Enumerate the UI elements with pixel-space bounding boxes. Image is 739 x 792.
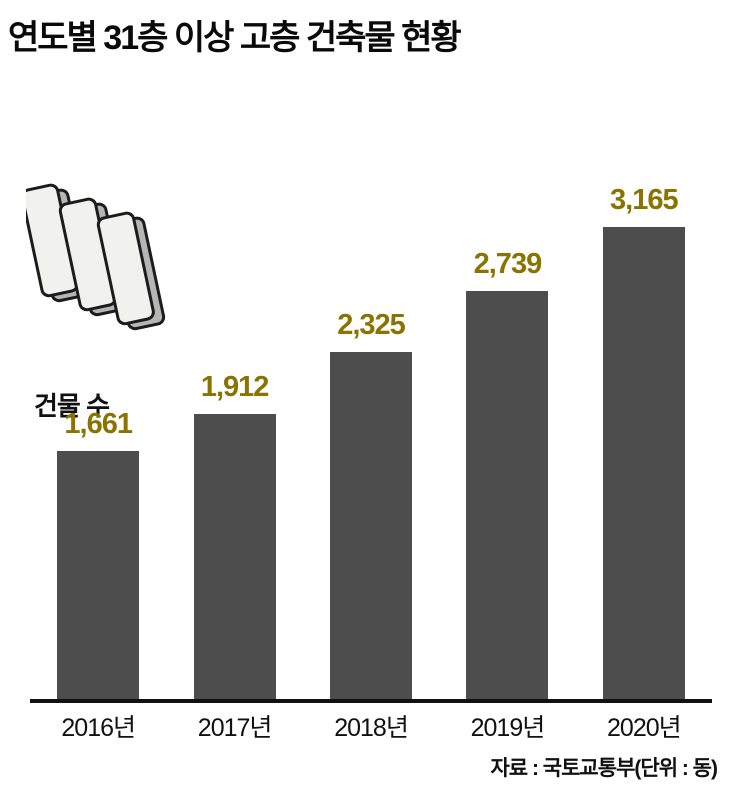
bar <box>57 451 140 699</box>
bar-chart: 1,661 1,912 2,325 2,739 3,165 <box>30 184 712 703</box>
bar-column: 1,912 <box>166 371 302 699</box>
bar <box>466 291 549 699</box>
x-axis-label: 2017년 <box>197 714 273 742</box>
x-axis-label: 2016년 <box>61 714 136 742</box>
buildings-icon <box>26 183 166 331</box>
bar <box>193 414 276 699</box>
bar-column: 2,325 <box>303 309 439 699</box>
bar <box>602 227 685 699</box>
bar-value-label: 2,325 <box>337 309 406 341</box>
bar <box>330 352 413 699</box>
x-axis-label: 2019년 <box>470 714 546 742</box>
bar-value-label: 3,165 <box>610 184 679 216</box>
source-note: 자료 : 국토교통부(단위 : 동) <box>490 757 718 780</box>
x-axis-labels: 2016년 2017년 2018년 2019년 2020년 <box>30 708 712 744</box>
chart-title: 연도별 31층 이상 고층 건축물 현황 <box>8 19 462 57</box>
bar-value-label: 1,912 <box>200 371 270 403</box>
bar-column: 1,661 <box>30 408 166 699</box>
bar-value-label: 2,739 <box>473 248 543 280</box>
bar-column: 3,165 <box>576 184 712 699</box>
y-axis-label: 건물 수 <box>34 391 110 421</box>
bar-value-label: 1,661 <box>64 408 133 440</box>
x-axis-label: 2018년 <box>334 714 409 742</box>
x-axis-label: 2020년 <box>607 714 682 742</box>
bar-column: 2,739 <box>439 248 575 699</box>
